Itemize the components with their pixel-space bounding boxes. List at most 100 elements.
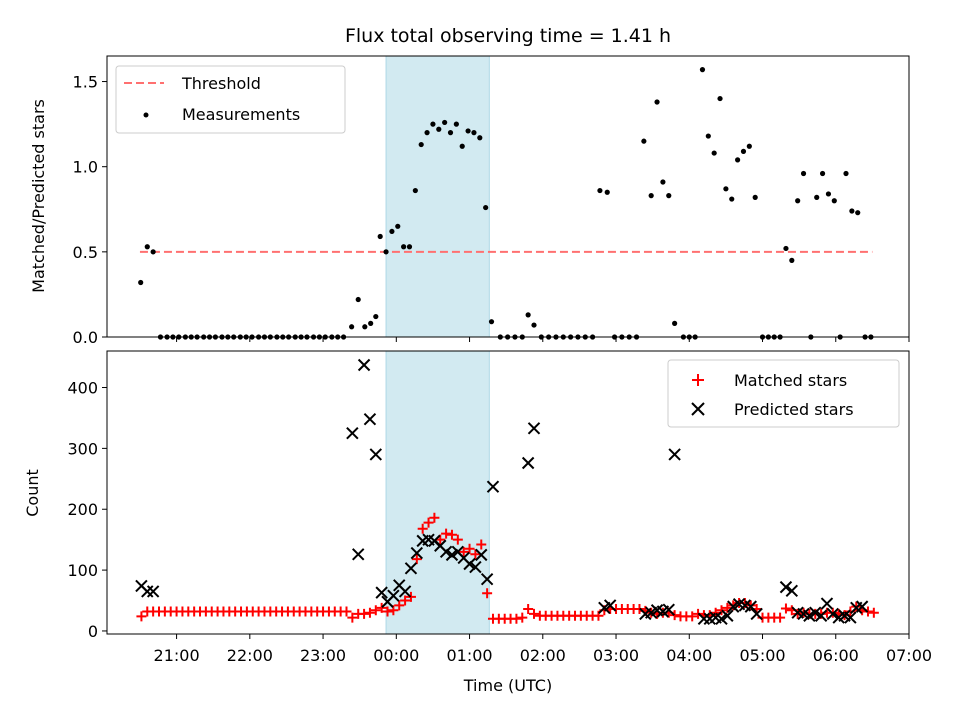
predicted-star-point-1 xyxy=(141,585,154,598)
top-x-ticks xyxy=(176,337,910,342)
predicted-star-point-2 xyxy=(146,585,160,598)
top-plot-frame xyxy=(106,55,910,338)
measurement-point-63 xyxy=(525,312,531,318)
bottom-y-tick-label-3: 300 xyxy=(67,439,98,458)
predicted-star-point-25 xyxy=(475,548,488,562)
measurement-point-50 xyxy=(442,119,448,126)
measurement-point-108 xyxy=(819,170,826,177)
top-y-tick-label-1: 0.5 xyxy=(73,243,98,262)
predicted-star-point-56 xyxy=(826,607,840,621)
matched-star-point-46 xyxy=(405,591,416,602)
measurement-point-55 xyxy=(471,130,477,136)
measurement-point-92 xyxy=(723,186,729,192)
matched-star-point-49 xyxy=(423,517,434,528)
matched-star-point-91 xyxy=(669,610,680,621)
matched-star-point-56 xyxy=(464,543,475,554)
predicted-star-point-47 xyxy=(750,607,763,621)
legend-predicted-label: Predicted stars xyxy=(734,400,854,419)
x-tick-label-10: 07:00 xyxy=(886,646,932,665)
measurement-point-53 xyxy=(459,143,465,149)
measurement-point-96 xyxy=(746,143,752,149)
matched-star-point-57 xyxy=(470,549,481,560)
predicted-star-point-59 xyxy=(844,611,857,624)
x-tick-label-2: 23:00 xyxy=(300,646,346,665)
predicted-star-point-28 xyxy=(521,456,535,470)
bottom-y-tick-label-2: 200 xyxy=(67,500,98,519)
x-tick-label-9: 06:00 xyxy=(813,646,859,665)
predicted-star-point-12 xyxy=(398,585,412,598)
top-y-tick-label-3: 1.5 xyxy=(73,73,98,92)
predicted-star-point-14 xyxy=(410,546,424,560)
predicted-star-point-36 xyxy=(662,603,675,616)
predicted-star-point-41 xyxy=(715,612,728,625)
top-y-tick-label-2: 1.0 xyxy=(73,158,98,177)
x-tick-label-5: 02:00 xyxy=(520,646,566,665)
measurement-point-64 xyxy=(531,322,537,328)
measurement-point-113 xyxy=(849,208,855,214)
matched-star-point-59 xyxy=(482,588,493,599)
predicted-star-point-46 xyxy=(744,600,758,613)
bottom-y-tick-label-0: 0 xyxy=(88,622,98,641)
predicted-star-point-6 xyxy=(363,412,377,426)
matched-star-point-58 xyxy=(476,539,487,550)
matched-star-point-94 xyxy=(687,611,698,622)
measurement-point-41 xyxy=(389,228,395,235)
bottom-x-ticks: 21:00 22:00 23:00 00:00 01:00 02:00 03:00 04:00… xyxy=(154,634,932,665)
predicted-star-point-13 xyxy=(404,562,418,575)
bottom-legend-box xyxy=(667,359,900,428)
predicted-star-point-31 xyxy=(603,599,617,612)
measurement-point-103 xyxy=(789,257,795,263)
measurement-point-83 xyxy=(666,193,672,199)
measurement-point-45 xyxy=(412,187,418,194)
predicted-star-point-23 xyxy=(463,557,476,571)
matched-star-point-64 xyxy=(511,613,522,624)
measurement-point-52 xyxy=(453,121,459,127)
predicted-star-point-54 xyxy=(814,609,828,622)
measurement-point-89 xyxy=(705,133,711,139)
measurement-point-109 xyxy=(825,191,832,197)
measurement-point-49 xyxy=(436,126,442,132)
top-shaded-span xyxy=(385,55,490,338)
chart-title: Flux total observing time = 1.41 h xyxy=(345,25,671,47)
predicted-star-point-49 xyxy=(785,584,799,597)
measurement-point-95 xyxy=(740,148,747,154)
measurement-point-93 xyxy=(729,196,735,202)
legend-matched-swatch xyxy=(692,374,704,386)
matched-star-point-35 xyxy=(341,606,352,617)
x-tick-label-4: 01:00 xyxy=(446,646,492,665)
matched-star-point-66 xyxy=(523,604,534,615)
x-tick-label-0: 21:00 xyxy=(154,646,200,665)
predicted-star-point-38 xyxy=(697,612,711,625)
measurement-point-90 xyxy=(711,150,717,156)
measurement-point-42 xyxy=(395,223,401,229)
measurement-point-105 xyxy=(800,170,807,177)
measurement-point-34 xyxy=(349,324,355,330)
measurement-point-114 xyxy=(855,210,861,216)
measurement-point-107 xyxy=(814,194,820,200)
measurement-point-57 xyxy=(483,204,489,211)
measurement-point-74 xyxy=(604,189,610,195)
measurement-point-80 xyxy=(648,193,654,199)
measurement-point-84 xyxy=(672,320,678,326)
bottom-y-tick-label-1: 100 xyxy=(67,561,98,580)
measurement-point-51 xyxy=(447,130,454,136)
predicted-star-point-20 xyxy=(445,548,459,562)
matched-star-point-43 xyxy=(388,605,399,616)
measurement-point-94 xyxy=(735,157,741,163)
measurement-point-110 xyxy=(831,198,837,204)
matched-star-point-98 xyxy=(710,607,721,618)
legend-measurements-label: Measurements xyxy=(182,105,300,124)
predicted-star-point-8 xyxy=(375,586,388,599)
predicted-star-point-29 xyxy=(527,422,541,435)
measurement-point-88 xyxy=(699,67,706,73)
predicted-star-point-19 xyxy=(439,545,453,559)
measurement-point-44 xyxy=(406,244,413,250)
legend-predicted-swatch xyxy=(691,402,705,416)
measurement-point-54 xyxy=(465,128,471,134)
measurement-point-38 xyxy=(373,313,379,320)
matched-star-point-67 xyxy=(529,608,540,619)
top-legend: Threshold Measurements xyxy=(115,65,346,134)
predicted-star-point-3 xyxy=(346,426,359,440)
matched-star-point-110 xyxy=(780,603,791,614)
x-tick-label-8: 05:00 xyxy=(739,646,785,665)
